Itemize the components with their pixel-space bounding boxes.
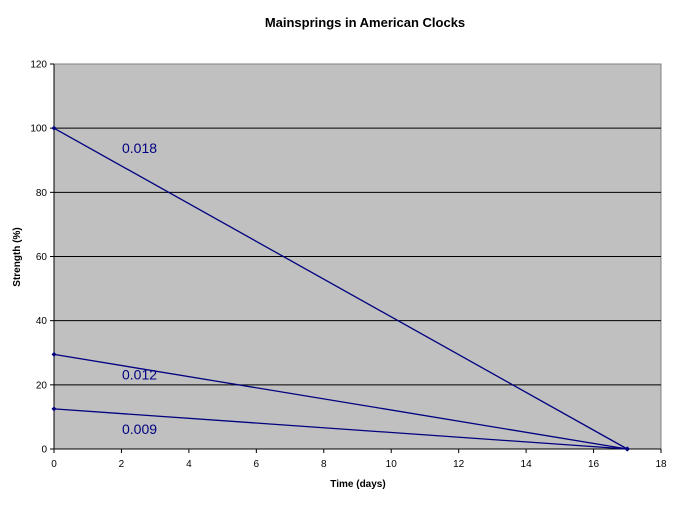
chart-title: Mainsprings in American Clocks <box>265 15 465 30</box>
series-label: 0.018 <box>122 140 157 156</box>
x-axis-title: Time (days) <box>330 479 385 490</box>
x-tick-label: 8 <box>321 459 327 470</box>
y-tick-label: 0 <box>41 445 47 456</box>
x-tick-label: 14 <box>521 459 533 470</box>
grid-lines <box>54 127 661 386</box>
y-tick-label: 60 <box>36 252 48 263</box>
y-axis-title: Strength (%) <box>12 227 23 286</box>
series-point <box>51 351 57 357</box>
series-line <box>53 127 628 450</box>
series-line <box>53 408 628 450</box>
x-tick-label: 4 <box>186 459 192 470</box>
x-tick-label: 0 <box>51 459 57 470</box>
y-tick-label: 40 <box>36 316 48 327</box>
y-tick-label: 100 <box>30 124 47 135</box>
series-layer: 0.018 0.012 0.009 <box>51 125 630 452</box>
y-axis: 0 20 40 60 80 100 120 <box>30 60 55 456</box>
series-line <box>53 353 628 450</box>
x-tick-label: 12 <box>453 459 465 470</box>
x-tick-label: 18 <box>655 459 667 470</box>
y-tick-label: 80 <box>36 188 48 199</box>
series-point <box>51 125 57 131</box>
x-tick-label: 2 <box>119 459 125 470</box>
series-label: 0.009 <box>122 421 157 437</box>
x-tick-label: 6 <box>254 459 260 470</box>
x-tick-label: 16 <box>588 459 600 470</box>
y-tick-label: 120 <box>30 60 47 71</box>
x-axis: 0 2 4 6 8 10 12 14 16 18 <box>51 448 667 470</box>
x-tick-label: 10 <box>386 459 398 470</box>
y-tick-label: 20 <box>36 380 48 391</box>
series-label: 0.012 <box>122 366 157 382</box>
series-point <box>51 406 57 412</box>
series-point <box>624 446 630 452</box>
